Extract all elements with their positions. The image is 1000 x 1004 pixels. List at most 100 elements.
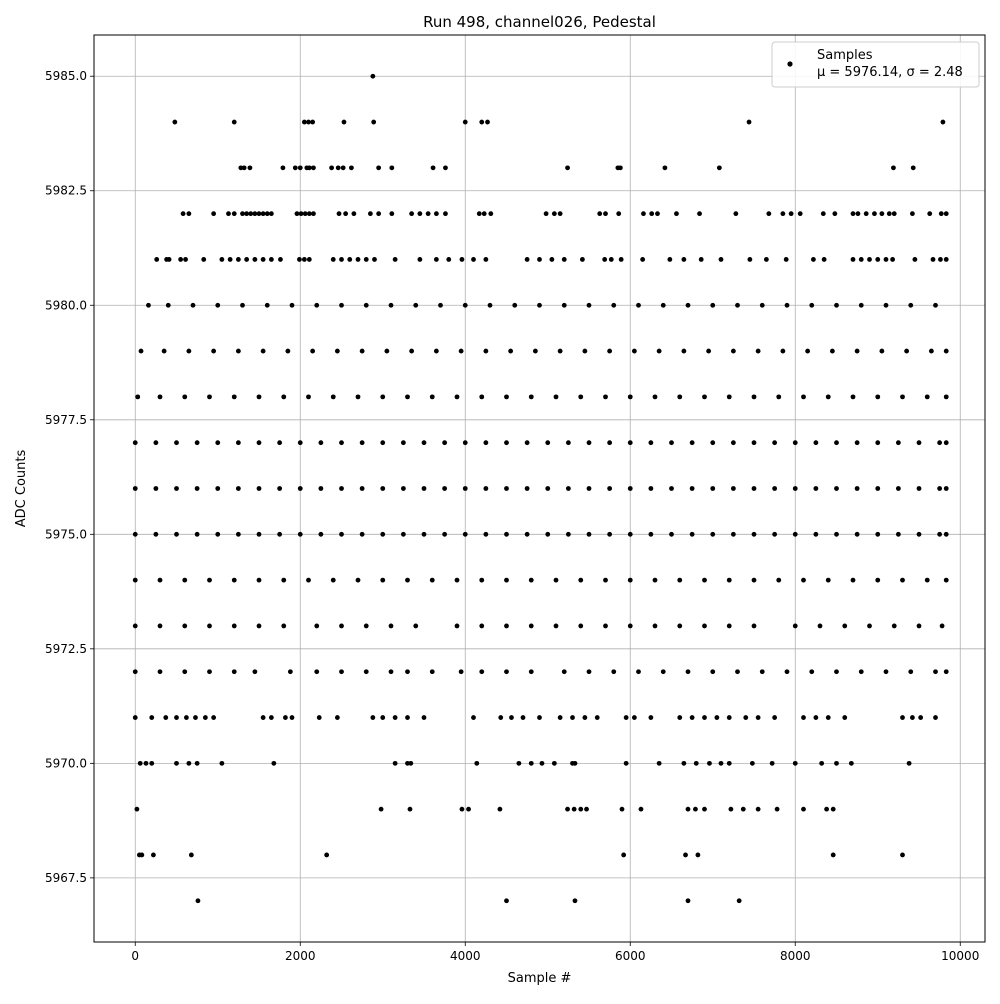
data-point bbox=[906, 760, 912, 766]
data-point bbox=[660, 302, 666, 308]
data-point bbox=[324, 852, 330, 858]
data-point bbox=[182, 669, 188, 675]
data-point bbox=[611, 669, 617, 675]
data-point bbox=[355, 394, 361, 400]
data-point bbox=[863, 211, 869, 217]
data-point bbox=[677, 623, 683, 629]
data-point bbox=[943, 486, 949, 491]
data-point bbox=[551, 211, 557, 217]
data-point bbox=[627, 440, 633, 446]
data-point bbox=[912, 257, 918, 262]
data-point bbox=[339, 531, 344, 537]
data-points bbox=[132, 73, 949, 904]
data-point bbox=[875, 577, 881, 583]
data-point bbox=[730, 486, 736, 491]
data-point bbox=[392, 715, 398, 720]
data-point bbox=[256, 531, 262, 537]
data-point bbox=[135, 394, 141, 400]
data-point bbox=[543, 211, 549, 217]
data-point bbox=[479, 394, 485, 400]
data-point bbox=[710, 531, 716, 537]
data-point bbox=[895, 486, 901, 491]
data-point bbox=[329, 165, 334, 171]
data-point bbox=[349, 165, 354, 171]
data-point bbox=[380, 531, 386, 537]
data-point bbox=[669, 486, 674, 491]
data-point bbox=[801, 806, 806, 812]
data-point bbox=[834, 440, 839, 446]
data-point bbox=[207, 577, 212, 583]
data-point bbox=[830, 806, 836, 812]
data-point bbox=[772, 715, 778, 720]
data-point bbox=[195, 898, 201, 904]
data-point bbox=[618, 257, 624, 262]
data-point bbox=[459, 806, 465, 812]
data-point bbox=[733, 211, 739, 217]
data-point bbox=[413, 623, 419, 629]
data-point bbox=[174, 486, 179, 491]
data-point bbox=[504, 394, 509, 400]
data-point bbox=[636, 669, 641, 675]
data-point bbox=[943, 394, 949, 400]
data-point bbox=[766, 211, 772, 217]
data-point bbox=[132, 623, 138, 629]
data-point bbox=[652, 623, 658, 629]
data-point bbox=[916, 486, 922, 491]
data-point bbox=[244, 257, 250, 262]
data-point bbox=[570, 715, 575, 720]
data-point bbox=[277, 440, 283, 446]
data-point bbox=[755, 806, 761, 812]
data-point bbox=[726, 760, 732, 766]
data-point bbox=[132, 531, 138, 537]
data-point bbox=[294, 211, 300, 217]
data-point bbox=[528, 394, 534, 400]
data-point bbox=[792, 623, 798, 629]
data-point bbox=[649, 211, 655, 217]
data-point bbox=[413, 302, 419, 308]
data-point bbox=[256, 486, 262, 491]
data-point bbox=[879, 211, 885, 217]
x-axis-ticks: 0 2000 4000 6000 8000 10000 bbox=[131, 942, 979, 963]
data-point bbox=[310, 119, 316, 125]
data-point bbox=[442, 531, 448, 537]
data-point bbox=[842, 623, 848, 629]
data-point bbox=[545, 486, 551, 491]
x-tick-label: 8000 bbox=[780, 949, 811, 963]
data-point bbox=[462, 119, 468, 125]
data-point bbox=[268, 257, 274, 262]
data-point bbox=[231, 669, 237, 675]
data-point bbox=[194, 440, 200, 446]
data-point bbox=[792, 486, 798, 491]
data-point bbox=[783, 257, 789, 262]
data-point bbox=[134, 806, 140, 812]
data-point bbox=[443, 211, 448, 217]
data-point bbox=[183, 257, 188, 262]
data-point bbox=[746, 119, 752, 125]
data-point bbox=[842, 715, 848, 720]
data-point bbox=[388, 669, 394, 675]
data-point bbox=[710, 486, 716, 491]
data-point bbox=[553, 394, 559, 400]
data-point bbox=[698, 257, 704, 262]
data-point bbox=[339, 440, 344, 446]
data-point bbox=[749, 760, 755, 766]
data-point bbox=[363, 302, 369, 308]
y-tick-label: 5970.0 bbox=[45, 756, 87, 770]
data-point bbox=[685, 302, 691, 308]
data-point bbox=[508, 348, 514, 354]
data-point bbox=[875, 440, 881, 446]
data-point bbox=[417, 211, 423, 217]
data-point bbox=[655, 211, 660, 217]
data-point bbox=[182, 394, 188, 400]
data-point bbox=[376, 165, 382, 171]
legend-label: Samples bbox=[817, 48, 873, 63]
data-point bbox=[194, 760, 200, 766]
data-point bbox=[421, 715, 427, 720]
data-point bbox=[850, 577, 856, 583]
data-point bbox=[813, 440, 819, 446]
data-point bbox=[829, 348, 835, 354]
data-point bbox=[235, 531, 241, 537]
data-point bbox=[157, 669, 163, 675]
data-point bbox=[805, 348, 811, 354]
